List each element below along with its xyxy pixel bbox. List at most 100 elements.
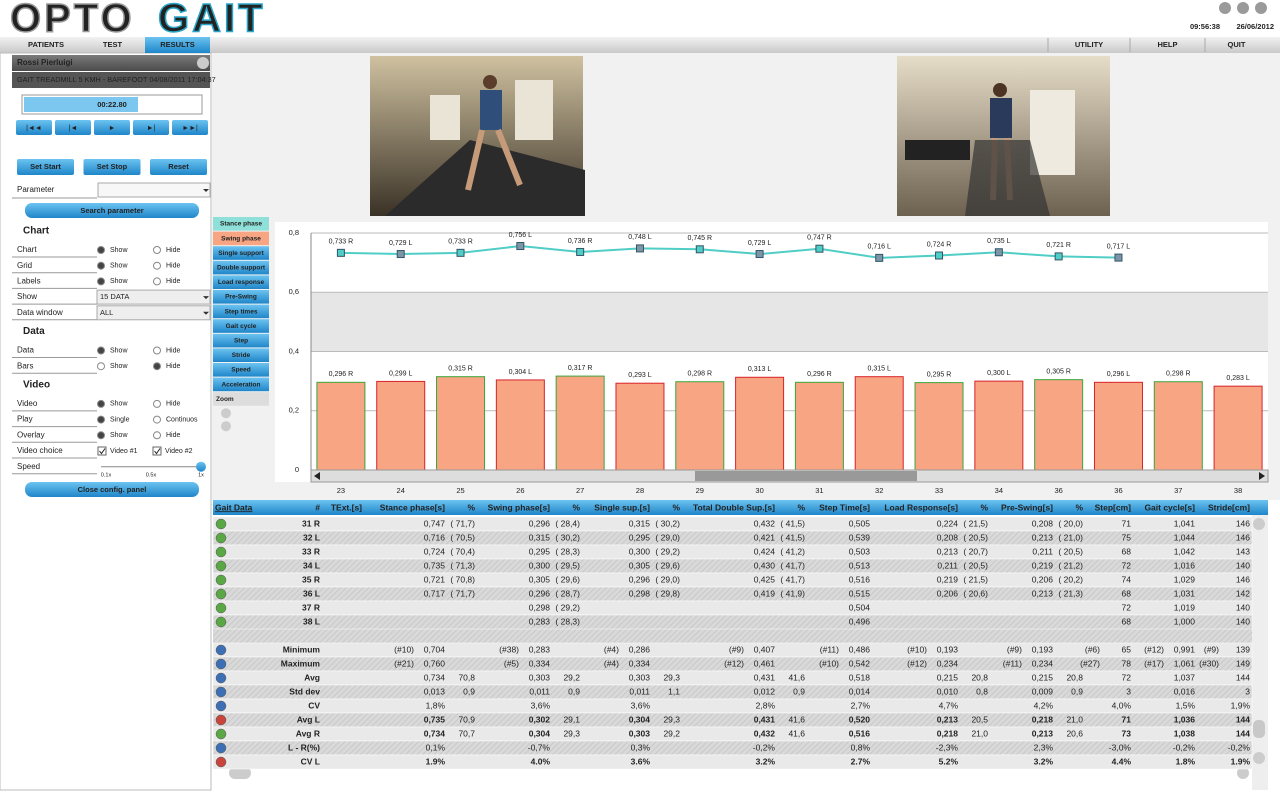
search-button[interactable] — [25, 203, 199, 218]
dropdown-arrow — [203, 311, 209, 315]
transport-button[interactable] — [172, 120, 208, 135]
scroll-right[interactable] — [1259, 472, 1265, 480]
cell: 0,724 — [424, 546, 446, 556]
transport-glyph: ► — [109, 125, 116, 132]
maximize[interactable] — [1237, 2, 1249, 14]
radio[interactable] — [153, 346, 161, 355]
parameter-tab[interactable] — [213, 246, 269, 260]
parameter-tab[interactable] — [213, 304, 269, 319]
radio[interactable] — [97, 277, 105, 286]
cell: 72 — [1122, 560, 1132, 570]
patient-toggle[interactable] — [197, 57, 209, 69]
line-marker — [396, 250, 405, 259]
action-button[interactable] — [83, 159, 141, 175]
radio[interactable] — [97, 246, 105, 254]
scroll-up[interactable] — [1253, 518, 1265, 530]
scroll-down[interactable] — [1253, 752, 1265, 764]
cell: 0,721 — [424, 574, 446, 584]
cell-ref: (#11) — [820, 644, 839, 654]
scroll-right[interactable] — [1237, 767, 1249, 779]
transport-button[interactable] — [16, 120, 52, 135]
parameter-tab[interactable] — [213, 377, 269, 392]
radio[interactable] — [153, 362, 161, 371]
zoom-out[interactable] — [221, 421, 231, 432]
minimize[interactable] — [1219, 2, 1231, 14]
cell: 0,211 — [1032, 546, 1053, 556]
cell: 0,014 — [849, 686, 871, 696]
cell: 2.7% — [851, 756, 871, 766]
line-label: 0,729 L — [748, 240, 771, 247]
cell: 2,7% — [851, 700, 871, 710]
menu-item: HELP — [1157, 40, 1177, 49]
x-tick-label: 27 — [576, 486, 584, 495]
checkbox[interactable] — [97, 446, 107, 456]
radio[interactable] — [97, 415, 105, 424]
cell-pct: ( 21,0) — [1058, 532, 1083, 542]
parameter-tab[interactable] — [213, 260, 269, 275]
close[interactable] — [1255, 2, 1267, 14]
radio[interactable] — [153, 261, 161, 270]
radio[interactable] — [153, 415, 161, 424]
cell: 0,3% — [631, 742, 651, 752]
cell-pct: 21,0 — [1066, 714, 1083, 724]
parameter-dropdown[interactable] — [97, 182, 211, 198]
parameter-tab[interactable] — [213, 319, 269, 333]
scroll-thumb[interactable] — [1253, 720, 1265, 738]
table-row — [212, 698, 1253, 714]
cell-pct: 29,3 — [563, 728, 580, 738]
cell: 146 — [1236, 518, 1250, 528]
cell-pct: 20,8 — [1066, 672, 1083, 682]
parameter-tab[interactable] — [213, 275, 269, 289]
table-scrollbar[interactable] — [1252, 515, 1268, 790]
bar — [854, 376, 904, 471]
radio[interactable] — [153, 277, 161, 286]
cell: 75 — [1122, 532, 1132, 542]
radio[interactable] — [97, 399, 105, 408]
checkbox[interactable] — [152, 446, 162, 456]
dropdown-arrow — [203, 189, 209, 192]
chart-scroll-thumb[interactable] — [695, 471, 917, 481]
cell: 0,407 — [754, 644, 776, 654]
cell: 68 — [1122, 616, 1132, 626]
row-icon — [215, 532, 227, 544]
close-button[interactable] — [25, 482, 199, 497]
cell-pct: ( 29,8) — [655, 588, 680, 598]
parameter-tab[interactable] — [213, 333, 269, 348]
speed-knob[interactable] — [196, 461, 206, 472]
radio[interactable] — [97, 346, 105, 355]
parameter-tab[interactable] — [213, 231, 269, 246]
x-tick-label: 23 — [337, 486, 345, 495]
radio[interactable] — [153, 246, 161, 254]
bar — [495, 379, 545, 471]
action-button[interactable] — [17, 159, 74, 175]
row-icon — [215, 560, 227, 572]
parameter-tab[interactable] — [213, 217, 269, 231]
cell: 0,432 — [754, 728, 776, 738]
cell: 3.6% — [631, 756, 651, 766]
radio[interactable] — [153, 431, 161, 440]
cell-pct: 29,3 — [663, 714, 680, 724]
transport-button[interactable] — [133, 120, 169, 135]
x-tick-label: 29 — [696, 486, 704, 495]
transport-button[interactable] — [94, 120, 130, 135]
cell: 0,213 — [937, 714, 959, 724]
radio[interactable] — [97, 362, 105, 371]
scroll-left[interactable] — [314, 472, 320, 480]
dropdown[interactable] — [96, 289, 211, 305]
action-button[interactable] — [150, 159, 207, 175]
h-scroll-thumb[interactable] — [229, 767, 251, 779]
parameter-tab[interactable] — [213, 290, 269, 304]
menu-tab-active[interactable] — [145, 37, 210, 53]
bar-label: 0,296 R — [807, 371, 832, 378]
cell-pct: ( 21,5) — [963, 518, 988, 528]
dropdown[interactable] — [96, 305, 211, 321]
radio[interactable] — [97, 431, 105, 440]
parameter-tab[interactable] — [213, 363, 269, 377]
transport-button[interactable] — [55, 120, 91, 135]
zoom-in[interactable] — [221, 408, 231, 419]
menu-tab: TEST — [103, 40, 123, 49]
radio[interactable] — [153, 399, 161, 408]
parameter-tab[interactable] — [213, 348, 269, 362]
radio[interactable] — [97, 261, 105, 270]
bar — [615, 382, 665, 471]
